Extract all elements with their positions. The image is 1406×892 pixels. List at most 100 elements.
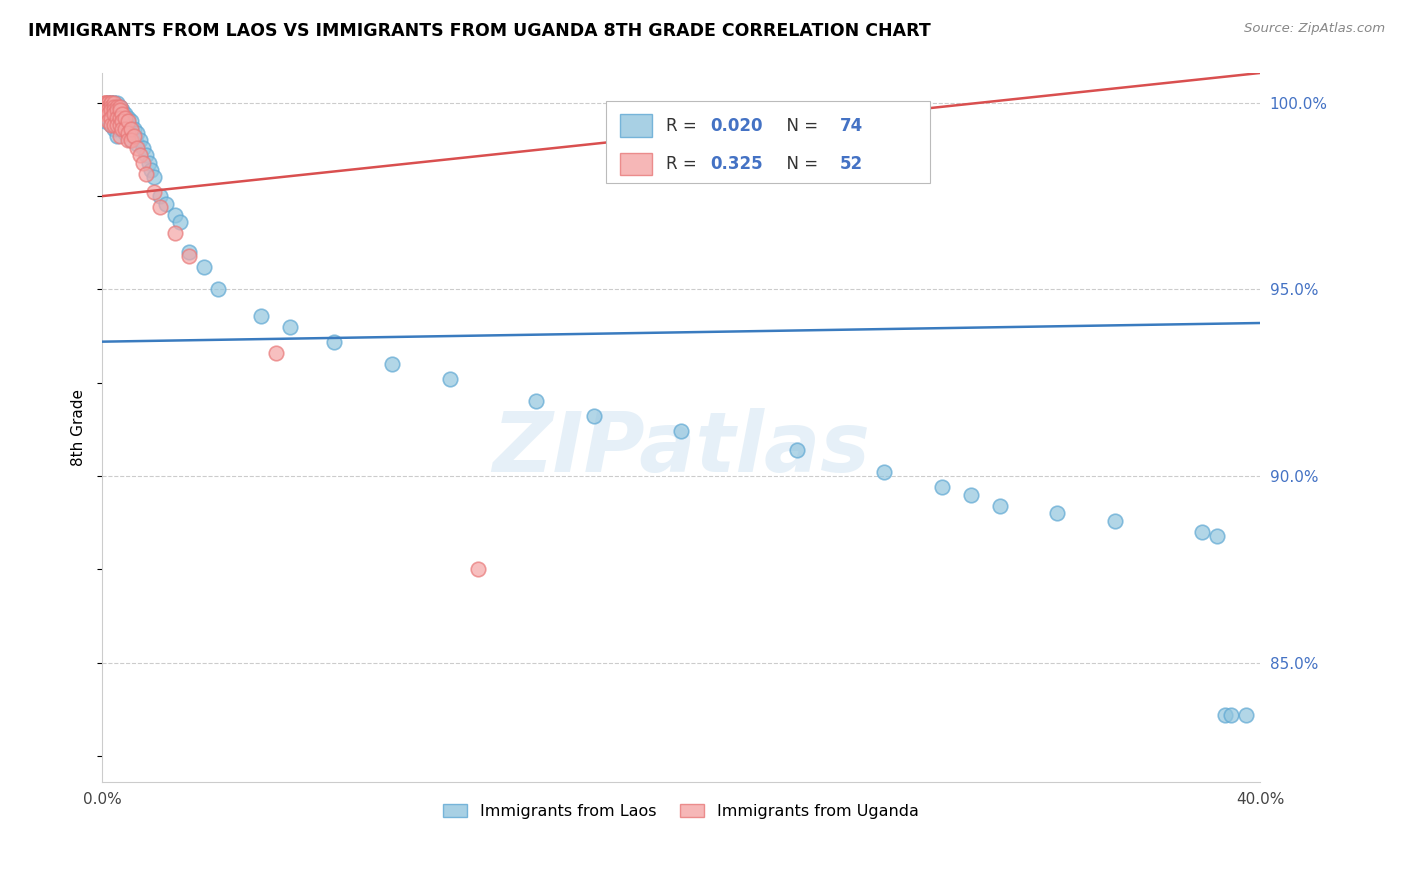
Point bbox=[120, 133, 142, 147]
Point bbox=[108, 118, 131, 132]
Point bbox=[94, 107, 117, 121]
Point bbox=[128, 133, 150, 147]
Point bbox=[132, 155, 155, 169]
Point bbox=[108, 129, 131, 144]
Point bbox=[1104, 514, 1126, 528]
Point bbox=[120, 133, 142, 147]
Point bbox=[94, 114, 117, 128]
FancyBboxPatch shape bbox=[606, 102, 929, 183]
Text: 0.325: 0.325 bbox=[710, 155, 762, 173]
Point bbox=[155, 196, 177, 211]
Point bbox=[100, 95, 122, 110]
Point bbox=[122, 129, 145, 144]
Text: R =: R = bbox=[666, 117, 702, 135]
Point bbox=[117, 126, 139, 140]
Point bbox=[117, 133, 139, 147]
Point bbox=[111, 107, 134, 121]
Point bbox=[132, 140, 155, 154]
Point bbox=[108, 103, 131, 118]
Text: IMMIGRANTS FROM LAOS VS IMMIGRANTS FROM UGANDA 8TH GRADE CORRELATION CHART: IMMIGRANTS FROM LAOS VS IMMIGRANTS FROM … bbox=[28, 22, 931, 40]
Point bbox=[114, 122, 136, 136]
Point bbox=[141, 163, 163, 178]
Point bbox=[120, 122, 142, 136]
Text: 74: 74 bbox=[839, 117, 863, 135]
Point bbox=[111, 103, 134, 118]
Text: N =: N = bbox=[776, 155, 824, 173]
Legend: Immigrants from Laos, Immigrants from Uganda: Immigrants from Laos, Immigrants from Ug… bbox=[437, 797, 925, 825]
Point bbox=[114, 114, 136, 128]
Point bbox=[97, 95, 120, 110]
Point bbox=[108, 99, 131, 113]
Point bbox=[103, 122, 125, 136]
Point bbox=[103, 103, 125, 118]
Point bbox=[111, 114, 134, 128]
Point bbox=[177, 249, 200, 263]
Point bbox=[105, 107, 128, 121]
Point bbox=[108, 99, 131, 113]
Point bbox=[169, 215, 191, 229]
Point bbox=[122, 122, 145, 136]
Point bbox=[143, 186, 166, 200]
Point bbox=[97, 95, 120, 110]
Point bbox=[97, 107, 120, 121]
Point bbox=[122, 129, 145, 144]
Point bbox=[143, 170, 166, 185]
Point bbox=[100, 95, 122, 110]
Point bbox=[100, 99, 122, 113]
Point bbox=[97, 95, 120, 110]
Point bbox=[1213, 707, 1236, 722]
Point bbox=[105, 118, 128, 132]
Point bbox=[207, 282, 229, 296]
Point bbox=[381, 357, 404, 371]
Point bbox=[105, 95, 128, 110]
Point bbox=[105, 129, 128, 144]
Point bbox=[163, 208, 186, 222]
Point bbox=[94, 99, 117, 113]
Point bbox=[264, 346, 287, 360]
Point bbox=[125, 136, 148, 151]
Point bbox=[1046, 506, 1069, 520]
Point bbox=[100, 111, 122, 125]
Point bbox=[111, 111, 134, 125]
Point bbox=[128, 148, 150, 162]
Point bbox=[149, 189, 172, 203]
Point bbox=[94, 107, 117, 121]
Point bbox=[100, 118, 122, 132]
Point bbox=[94, 95, 117, 110]
Point bbox=[114, 126, 136, 140]
Point bbox=[873, 465, 896, 479]
Point bbox=[125, 140, 148, 154]
Y-axis label: 8th Grade: 8th Grade bbox=[72, 389, 86, 466]
Point bbox=[959, 488, 981, 502]
Point bbox=[100, 99, 122, 113]
Point bbox=[120, 122, 142, 136]
Point bbox=[105, 114, 128, 128]
Point bbox=[163, 227, 186, 241]
Text: N =: N = bbox=[776, 117, 824, 135]
Point bbox=[135, 167, 157, 181]
Point bbox=[250, 309, 273, 323]
Point bbox=[103, 107, 125, 121]
Point bbox=[931, 480, 953, 494]
Point bbox=[114, 107, 136, 121]
Text: 0.020: 0.020 bbox=[710, 117, 762, 135]
Point bbox=[1234, 707, 1257, 722]
Point bbox=[583, 409, 606, 424]
Point bbox=[94, 99, 117, 113]
Point bbox=[193, 260, 215, 274]
Point bbox=[1220, 707, 1243, 722]
Point bbox=[108, 111, 131, 125]
Point bbox=[97, 111, 120, 125]
Point bbox=[439, 372, 461, 386]
Point bbox=[97, 99, 120, 113]
Text: 52: 52 bbox=[839, 155, 863, 173]
Point bbox=[100, 107, 122, 121]
Text: R =: R = bbox=[666, 155, 702, 173]
Point bbox=[669, 424, 692, 438]
Point bbox=[103, 99, 125, 113]
Point bbox=[117, 118, 139, 132]
Point bbox=[108, 107, 131, 121]
Point bbox=[105, 103, 128, 118]
Point bbox=[103, 95, 125, 110]
Point bbox=[988, 499, 1011, 513]
